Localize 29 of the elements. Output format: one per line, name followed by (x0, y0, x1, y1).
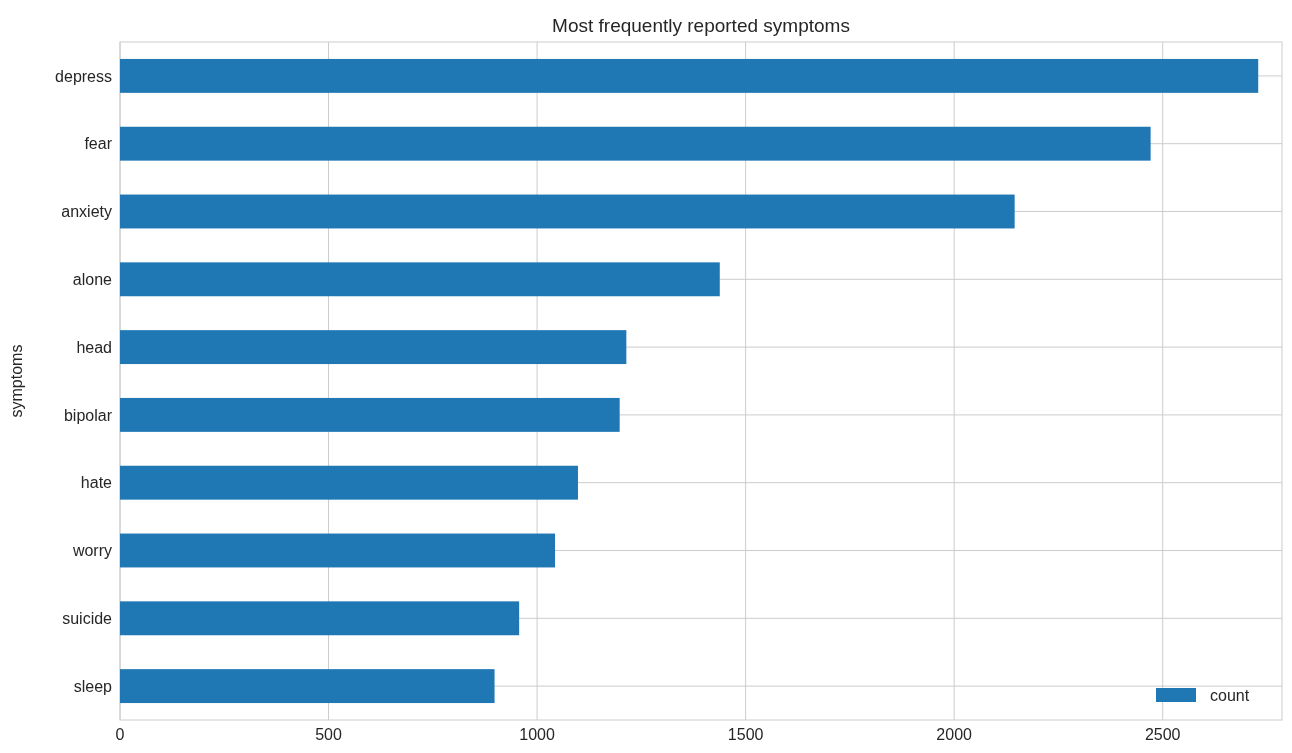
bar (120, 58, 1259, 93)
y-tick-label: alone (72, 270, 113, 288)
bar (120, 533, 556, 568)
y-tick-label: sleep (73, 677, 113, 695)
y-tick-label: suicide (62, 609, 113, 627)
bar (120, 669, 495, 704)
x-tick-label: 0 (115, 726, 125, 743)
bar (120, 126, 1151, 161)
x-tick-label: 2500 (1144, 726, 1181, 743)
bar (120, 262, 720, 297)
y-tick-label: fear (84, 135, 113, 153)
x-tick-label: 500 (315, 726, 342, 743)
y-tick-label: depress (55, 67, 112, 85)
bar (120, 601, 520, 636)
y-tick-label: bipolar (63, 406, 113, 424)
y-tick-label: anxiety (61, 203, 112, 221)
bar (120, 330, 627, 365)
y-axis-title: symptoms (8, 344, 25, 418)
x-tick-label: 2000 (936, 726, 973, 743)
y-tick-label: hate (80, 474, 113, 492)
y-tick-label: head (76, 338, 112, 356)
chart-title: Most frequently reported symptoms (552, 15, 850, 36)
bar (120, 194, 1015, 229)
x-tick-label: 1000 (519, 726, 555, 743)
bar (120, 397, 620, 432)
y-tick-label: worry (71, 542, 112, 560)
legend-label: count (1210, 686, 1250, 704)
bar (120, 465, 578, 500)
x-tick-label: 1500 (727, 726, 764, 743)
